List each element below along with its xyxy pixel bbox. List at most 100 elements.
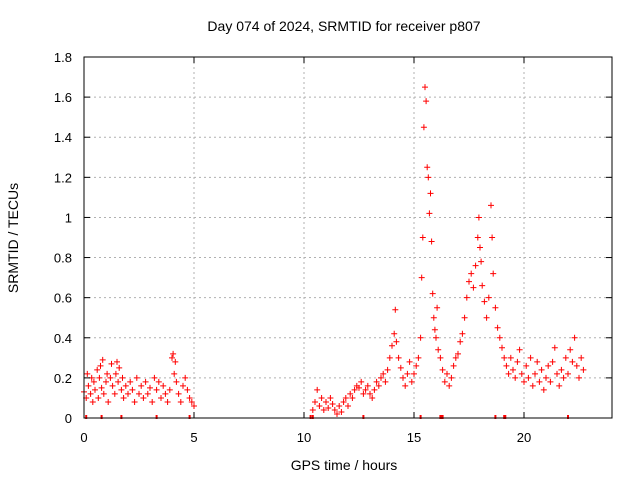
data-point-marker (329, 400, 336, 407)
data-point-marker (325, 404, 332, 411)
data-point-marker (98, 384, 105, 391)
data-point-marker (172, 358, 179, 365)
data-point-marker (417, 334, 424, 341)
data-point-marker (312, 398, 318, 405)
data-point-marker (510, 366, 516, 373)
data-point-marker (138, 382, 145, 389)
y-tick-label: 1.6 (54, 90, 72, 105)
data-point-marker (505, 370, 512, 377)
data-point-marker (87, 390, 94, 397)
data-point-marker (180, 382, 186, 389)
data-point-marker (119, 374, 126, 381)
data-point-marker (386, 354, 393, 361)
data-point-marker (142, 378, 149, 385)
data-point-marker (131, 398, 138, 405)
data-point-marker (109, 382, 116, 389)
data-point-marker (545, 362, 552, 369)
data-point-marker (116, 364, 123, 371)
data-point-marker (565, 370, 571, 377)
data-point-marker (483, 314, 490, 321)
data-point-marker (474, 234, 481, 241)
data-point-marker (342, 394, 349, 401)
data-point-marker (549, 358, 556, 365)
data-point-marker (433, 334, 439, 341)
data-point-marker (426, 210, 433, 217)
data-point-marker (485, 294, 492, 301)
data-point-marker (475, 214, 482, 221)
data-point-marker (479, 282, 486, 289)
data-point-marker (490, 270, 497, 277)
data-point-marker (408, 378, 415, 385)
data-point-marker (108, 360, 115, 367)
data-point-marker (571, 334, 578, 341)
data-point-marker (423, 98, 430, 105)
data-point-marker (525, 374, 532, 381)
data-point-marker (340, 398, 347, 405)
data-point-marker (95, 394, 102, 401)
data-point-marker (435, 346, 442, 353)
data-point-marker (164, 398, 171, 405)
data-point-marker (450, 362, 457, 369)
data-point-marker (573, 362, 580, 369)
data-points (81, 84, 587, 417)
data-point-marker (96, 374, 103, 381)
data-point-marker (349, 394, 356, 401)
data-point-marker (112, 370, 119, 377)
y-tick-label: 1 (65, 210, 72, 225)
x-tick-label: 10 (297, 430, 311, 445)
data-point-marker (94, 366, 101, 373)
data-point-marker (389, 342, 395, 349)
data-point-marker (336, 402, 343, 409)
data-point-marker (367, 390, 373, 397)
data-point-marker (406, 358, 413, 365)
data-point-marker (369, 394, 376, 401)
data-point-marker (444, 370, 450, 377)
data-point-marker (567, 346, 574, 353)
data-point-marker (356, 384, 362, 391)
data-point-marker (463, 294, 470, 301)
data-point-marker (144, 390, 151, 397)
data-point-marker (507, 354, 514, 361)
data-point-marker (427, 190, 434, 197)
data-point-marker (413, 362, 420, 369)
data-point-marker (503, 362, 510, 369)
data-point-marker (404, 370, 411, 377)
data-point-marker (558, 366, 565, 373)
data-point-marker (392, 306, 399, 313)
y-tick-label: 1.2 (54, 170, 72, 185)
data-point-marker (411, 370, 417, 377)
plot-frame (83, 56, 613, 419)
data-point-marker (191, 402, 197, 409)
data-point-marker (512, 374, 519, 381)
data-point-marker (422, 84, 428, 91)
data-point-marker (391, 330, 398, 337)
data-point-marker (400, 374, 406, 381)
data-point-marker (434, 304, 441, 311)
data-point-marker (514, 358, 521, 365)
data-point-marker (151, 374, 158, 381)
data-point-marker (477, 244, 483, 251)
data-point-marker (162, 390, 169, 397)
data-point-marker (173, 378, 180, 385)
data-point-marker (318, 394, 325, 401)
data-point-marker (551, 344, 558, 351)
data-point-marker (461, 314, 468, 321)
data-point-marker (424, 164, 431, 171)
data-point-marker (111, 390, 118, 397)
data-point-marker (523, 362, 530, 369)
data-point-marker (418, 274, 425, 281)
data-point-marker (397, 364, 404, 371)
data-point-marker (446, 382, 453, 389)
data-point-marker (501, 354, 508, 361)
data-point-marker (580, 366, 587, 373)
data-point-marker (481, 298, 488, 305)
data-point-marker (89, 398, 96, 405)
data-point-marker (554, 370, 560, 377)
data-point-marker (351, 386, 358, 393)
data-point-marker (360, 390, 367, 397)
y-tick-label: 1.4 (54, 130, 72, 145)
x-tick-label: 20 (517, 430, 531, 445)
data-point-marker (160, 382, 167, 389)
data-point-marker (496, 334, 503, 341)
data-point-marker (547, 378, 554, 385)
